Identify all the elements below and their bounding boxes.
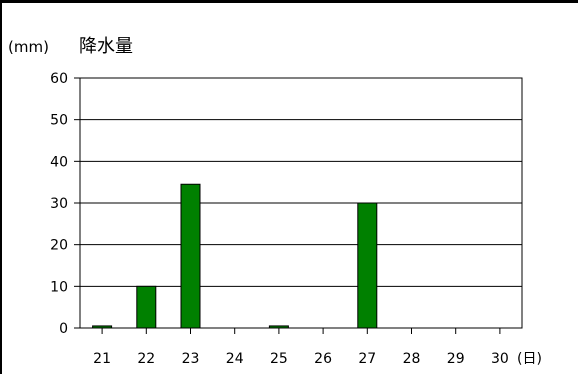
y-tick-label: 60 xyxy=(50,71,68,87)
x-axis-unit-label: (日) xyxy=(517,351,542,367)
y-axis-unit-label: (mm) xyxy=(8,38,49,56)
y-tick-label: 10 xyxy=(50,279,68,295)
x-tick-labels: 21 22 23 24 25 26 27 28 29 30 xyxy=(93,328,509,367)
x-tick-label: 23 xyxy=(182,351,200,367)
x-tick-label: 27 xyxy=(358,351,376,367)
x-tick-label: 28 xyxy=(403,351,421,367)
x-tick-label: 30 xyxy=(491,351,509,367)
x-tick-label: 24 xyxy=(226,351,244,367)
y-tick-label: 50 xyxy=(50,113,68,129)
y-tick-label: 0 xyxy=(59,321,68,337)
bar-day-21 xyxy=(92,325,113,329)
x-tick-label: 21 xyxy=(93,351,111,367)
y-tick-label: 20 xyxy=(50,238,68,254)
x-tick-label: 22 xyxy=(137,351,155,367)
x-tick-label: 25 xyxy=(270,351,288,367)
y-tick-label: 30 xyxy=(50,196,68,212)
x-tick-label: 26 xyxy=(314,351,332,367)
y-tick-label: 40 xyxy=(50,154,68,170)
y-tick-labels: 0 10 20 30 40 50 60 xyxy=(50,71,80,337)
x-tick-label: 29 xyxy=(447,351,465,367)
bar-day-25 xyxy=(268,325,289,329)
bar-day-22 xyxy=(136,285,157,329)
chart-title: 降水量 xyxy=(79,36,133,57)
bar-day-27 xyxy=(357,202,378,329)
bar-day-23 xyxy=(180,183,201,329)
